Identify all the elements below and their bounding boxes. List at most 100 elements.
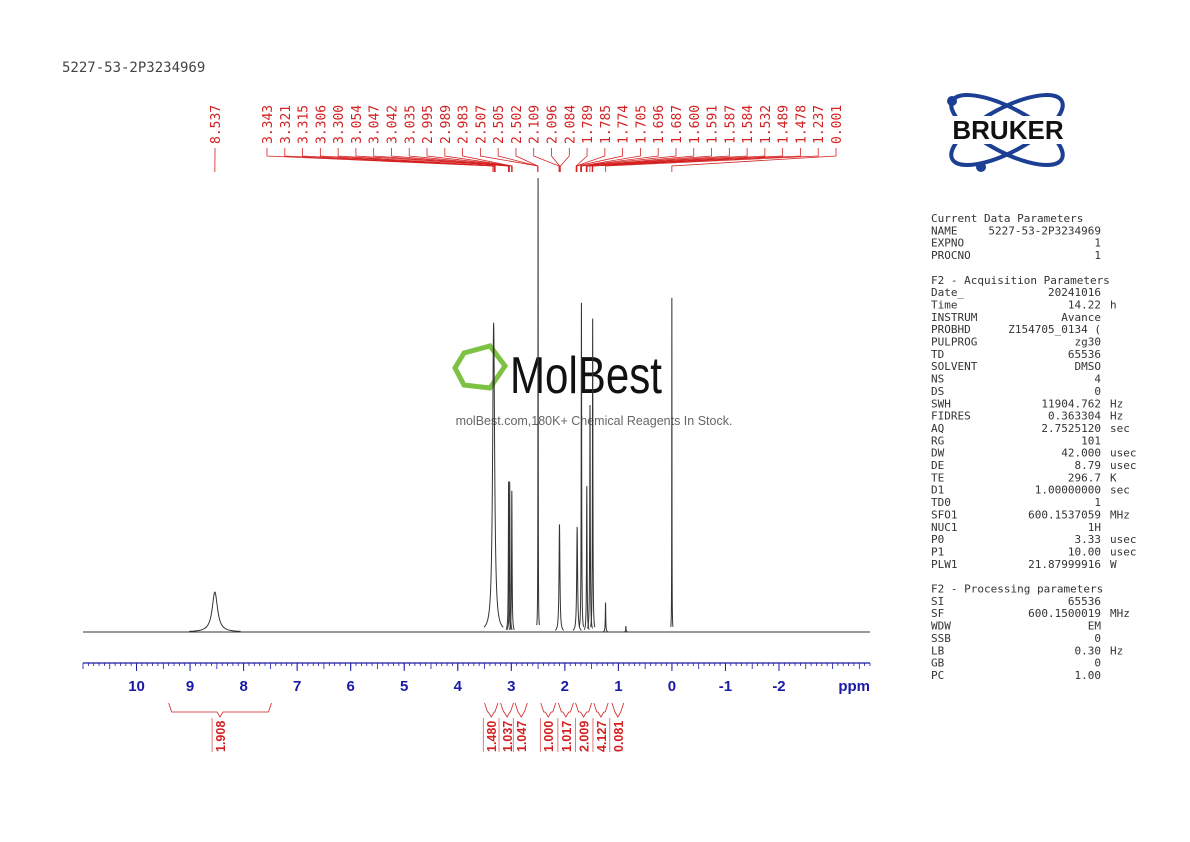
integral-bracket: [611, 702, 625, 718]
watermark-icon: [452, 343, 509, 391]
peak-label-leader: [319, 148, 496, 172]
peak-label: 1.587: [723, 105, 738, 144]
logo-dot: [976, 162, 986, 172]
parameter-value: 600.1500019: [1028, 607, 1101, 620]
parameter-unit: Hz: [1110, 410, 1123, 423]
integral-label: 2.009: [578, 721, 592, 752]
peak-label: 3.315: [297, 105, 312, 144]
parameter-value: 65536: [1068, 348, 1101, 361]
logo-text: BRUKER: [952, 115, 1063, 145]
peak-label: 0.001: [830, 105, 845, 144]
parameter-unit: h: [1110, 298, 1117, 311]
integral-bracket: [540, 702, 557, 718]
peak-label: 3.054: [350, 105, 365, 144]
parameter-key: NUC1: [931, 521, 958, 534]
bruker-logo: BRUKER: [924, 93, 1092, 172]
peak-label: 2.505: [492, 105, 507, 144]
watermark-tagline: molBest.com,180K+ Chemical Reagents In S…: [456, 414, 733, 428]
parameter-value: 0.30: [1075, 644, 1102, 657]
peak-label-leader: [585, 148, 695, 172]
peak-label-leader: [576, 148, 624, 172]
parameter-key: PROBHD: [931, 323, 971, 336]
parameter-section-title: F2 - Acquisition Parameters: [931, 274, 1110, 287]
integral-label: 1.037: [501, 721, 515, 752]
x-tick-label: 10: [128, 678, 145, 695]
parameter-key: FIDRES: [931, 410, 971, 423]
peak-label: 8.537: [209, 105, 224, 144]
parameter-key: Date_: [931, 286, 964, 299]
parameter-value: Z154705_0134 (: [1008, 323, 1101, 336]
parameter-key: TD0: [931, 496, 951, 509]
parameter-section-title: F2 - Processing parameters: [931, 583, 1103, 596]
parameter-value: 11904.762: [1041, 397, 1101, 410]
peak-label-leader: [592, 148, 801, 172]
parameter-key: LB: [931, 644, 945, 657]
x-tick-label: 3: [507, 678, 515, 695]
peak-label: 1.705: [634, 105, 649, 144]
parameter-value: 0.363304: [1048, 410, 1101, 423]
parameter-value: 1: [1094, 496, 1101, 509]
peak-label: 3.035: [403, 105, 418, 144]
x-tick-label: 0: [668, 678, 676, 695]
parameter-key: D1: [931, 484, 944, 497]
peak-label-leader: [581, 148, 677, 172]
peak: [508, 490, 515, 631]
logo-backdrop: [924, 116, 1092, 144]
peak-label: 2.084: [563, 105, 578, 144]
parameter-key: NAME: [931, 224, 958, 237]
peak-label: 2.989: [439, 105, 454, 144]
integral-bracket: [593, 702, 609, 718]
peak-label-leader: [337, 148, 496, 172]
parameter-key: P1: [931, 545, 944, 558]
watermark-brand: MolBest: [510, 347, 662, 405]
integral-bracket: [575, 702, 592, 718]
peak-label-leader: [671, 148, 837, 172]
x-tick-label: 5: [400, 678, 408, 695]
peak-label-leader: [302, 148, 495, 172]
integral-label: 1.480: [485, 721, 499, 752]
integral-label: 4.127: [595, 721, 609, 752]
parameter-key: TE: [931, 471, 944, 484]
parameter-unit: sec: [1110, 484, 1130, 497]
peak-label-leader: [533, 148, 560, 172]
parameter-value: 600.1537059: [1028, 508, 1101, 521]
parameter-value: zg30: [1075, 336, 1102, 349]
peak-label: 2.507: [474, 105, 489, 144]
parameter-value: 5227-53-2P3234969: [988, 224, 1101, 237]
parameter-value: 42.000: [1061, 447, 1101, 460]
parameter-key: P0: [931, 533, 944, 546]
peak-label-leader: [266, 148, 494, 172]
x-tick-label: -2: [772, 678, 785, 695]
watermark: MolBest molBest.com,180K+ Chemical Reage…: [452, 343, 733, 428]
integral-label: 1.017: [560, 721, 574, 752]
x-tick-label: 9: [186, 678, 194, 695]
parameter-key: RG: [931, 434, 944, 447]
x-tick-label: 6: [347, 678, 355, 695]
parameter-key: SWH: [931, 397, 951, 410]
parameter-key: NS: [931, 373, 944, 386]
parameter-value: 101: [1081, 434, 1101, 447]
x-axis-unit: ppm: [838, 678, 870, 695]
parameter-value: 296.7: [1068, 471, 1101, 484]
parameter-value: 0: [1094, 385, 1101, 398]
parameter-unit: Hz: [1110, 644, 1123, 657]
parameter-value: 4: [1094, 373, 1101, 386]
peak-label: 2.096: [546, 105, 561, 144]
peak-label: 2.983: [457, 105, 472, 144]
peak-label-leader: [408, 148, 510, 172]
parameter-value: 21.87999916: [1028, 558, 1101, 571]
parameter-value: 10.00: [1068, 545, 1101, 558]
peak-label: 1.489: [777, 105, 792, 144]
parameter-key: DS: [931, 385, 944, 398]
parameter-unit: W: [1110, 558, 1117, 571]
peak: [578, 302, 585, 628]
x-tick-label: 1: [614, 678, 622, 695]
peak: [572, 526, 582, 631]
parameter-value: 1.00000000: [1035, 484, 1101, 497]
parameter-key: Time: [931, 298, 958, 311]
parameter-value: 1.00: [1075, 669, 1102, 682]
parameter-unit: usec: [1110, 459, 1137, 472]
parameter-unit: sec: [1110, 422, 1130, 435]
parameter-key: INSTRUM: [931, 311, 978, 324]
